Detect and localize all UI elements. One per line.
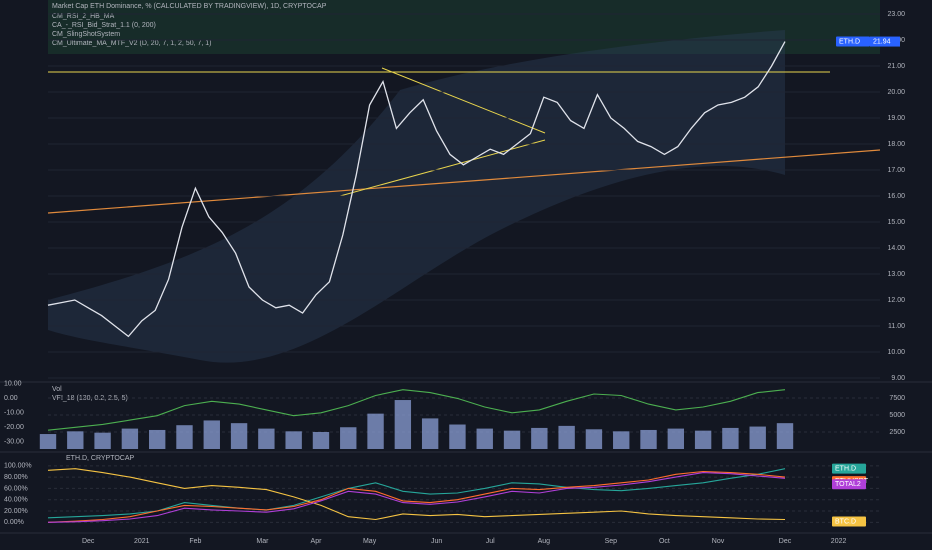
indicator-label: CM_Ultimate_MA_MTF_V2 (D, 20, 7, 1, 2, 5… [52, 40, 212, 47]
x-tick-label: Oct [659, 538, 670, 545]
bar [640, 429, 657, 449]
bar [285, 431, 302, 449]
y-tick-label: 20.00 [887, 89, 905, 96]
series-line [47, 470, 786, 523]
indicator-label: CA_-_RSI_Bid_Strat_1.1 (0, 200) [52, 22, 156, 29]
y-tick-label: 2500 [889, 429, 905, 436]
y-tick-label: 15.00 [887, 219, 905, 226]
bar [503, 430, 521, 449]
price-label: 21.94 [873, 38, 891, 45]
bar [476, 428, 493, 449]
bar [312, 432, 330, 449]
y2-tick-label: -10.00 [4, 410, 24, 417]
y-tick-label: 23.00 [887, 11, 905, 18]
bar [121, 428, 139, 449]
bar [340, 427, 357, 449]
y-tick-label: 10.00 [887, 349, 905, 356]
series-line [47, 468, 786, 521]
y-tick-label: 7500 [889, 395, 905, 402]
x-tick-label: Aug [538, 538, 551, 545]
legend-label: TOTAL2 [835, 481, 861, 488]
bar [230, 423, 248, 449]
y2-tick-label: 0.00 [4, 395, 18, 402]
y-tick-label: 18.00 [887, 141, 905, 148]
y-tick-label: 80.00% [4, 474, 28, 481]
x-tick-label: Jun [431, 538, 442, 545]
bar [722, 427, 739, 449]
legend-label: ETH.D [839, 38, 860, 45]
y-tick-label: 100.00% [4, 463, 32, 470]
bar [94, 432, 111, 449]
y-tick-label: 11.00 [888, 323, 905, 330]
y-tick-label: 20.00% [4, 508, 28, 515]
legend-tag [832, 516, 866, 527]
bar [449, 424, 466, 449]
y2-tick-label: 10.00 [4, 381, 22, 388]
indicator-label: CM_SlingShotSystem [52, 31, 120, 38]
highlight-zone [48, 0, 880, 54]
bar [39, 434, 57, 449]
y-tick-label: 14.00 [887, 245, 905, 252]
bar [776, 423, 794, 449]
x-tick-label: May [363, 538, 377, 545]
indicator-label: CM_RSI_2_HB_MA [52, 13, 115, 20]
bar [558, 425, 575, 449]
x-tick-label: 2021 [134, 538, 150, 545]
trend-line [47, 149, 881, 214]
chart-title: Market Cap ETH Dominance, % (CALCULATED … [52, 3, 327, 10]
legend-tag [836, 36, 870, 47]
x-tick-label: Mar [256, 538, 269, 545]
legend-label: ETH.D [835, 465, 856, 472]
x-tick-label: Dec [779, 538, 792, 545]
pane-title: Vol [52, 386, 62, 393]
x-tick-label: Sep [605, 538, 618, 545]
x-tick-label: 2022 [831, 538, 847, 545]
series-line [47, 41, 786, 338]
y-tick-label: 5000 [889, 412, 905, 419]
bar [394, 400, 412, 449]
legend-label: BTC.D [835, 518, 856, 525]
legend-tag [832, 479, 866, 490]
bar [148, 429, 166, 449]
bar [67, 431, 84, 449]
series-line [47, 472, 786, 523]
bar [667, 428, 685, 449]
y2-tick-label: -30.00 [4, 439, 24, 446]
bar [258, 428, 275, 449]
pane-title: ETH.D, CRYPTOCAP [66, 455, 135, 462]
bar [613, 431, 630, 449]
bar [367, 413, 384, 449]
bar [421, 418, 439, 449]
x-tick-label: Apr [311, 538, 323, 545]
y-tick-label: 12.00 [887, 297, 905, 304]
y-tick-label: 13.00 [887, 271, 905, 278]
x-tick-label: Jul [486, 538, 495, 545]
y-tick-label: 16.00 [887, 193, 905, 200]
triangle-line [381, 67, 546, 134]
y-tick-label: 0.00% [4, 519, 24, 526]
series-line [47, 389, 786, 431]
bar [176, 425, 193, 449]
y-tick-label: 21.00 [887, 63, 905, 70]
y-tick-label: 60.00% [4, 485, 28, 492]
bar [585, 429, 603, 449]
bar [749, 426, 766, 449]
x-tick-label: Feb [189, 538, 201, 545]
bar [531, 427, 548, 449]
y-tick-label: 19.00 [887, 115, 905, 122]
series-line [47, 468, 786, 519]
x-tick-label: Dec [82, 538, 95, 545]
legend-tag [832, 463, 866, 474]
x-tick-label: Nov [712, 538, 725, 545]
y-tick-label: 17.00 [887, 167, 905, 174]
bar [203, 420, 220, 449]
y-tick-label: 9.00 [891, 375, 905, 382]
y-tick-label: 40.00% [4, 497, 28, 504]
bar [694, 430, 712, 449]
pane-subtitle: VFI_18 (130, 0.2, 2.5, 5) [52, 395, 128, 402]
y2-tick-label: -20.00 [4, 424, 24, 431]
price-tag [870, 36, 900, 47]
